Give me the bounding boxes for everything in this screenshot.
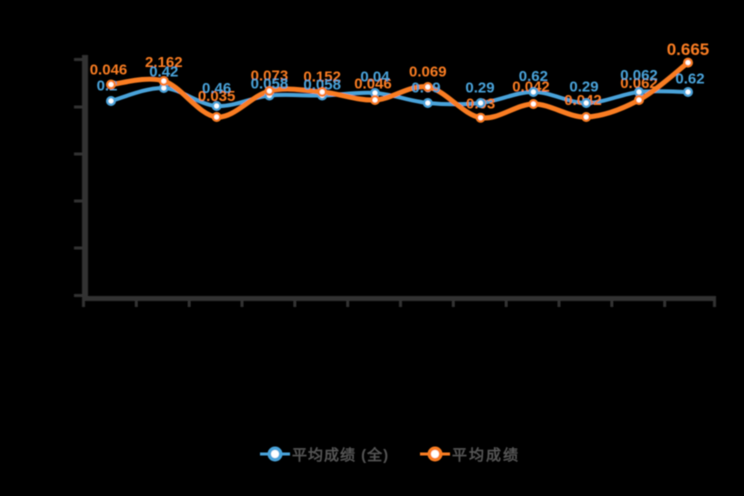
svg-text:平均成绩: 平均成绩 xyxy=(452,446,520,464)
svg-text:0.046: 0.046 xyxy=(90,62,128,79)
svg-text:0.062: 0.062 xyxy=(620,67,658,84)
svg-text:2.162: 2.162 xyxy=(145,54,183,71)
svg-text:0.073: 0.073 xyxy=(251,68,289,85)
svg-text:0.29: 0.29 xyxy=(465,80,494,97)
svg-text:0.062: 0.062 xyxy=(620,75,658,92)
svg-text:0.62: 0.62 xyxy=(519,68,548,85)
svg-text:0.069: 0.069 xyxy=(409,64,447,81)
svg-text:0.058: 0.058 xyxy=(303,77,341,94)
svg-text:0.46: 0.46 xyxy=(202,80,231,97)
svg-text:0.152: 0.152 xyxy=(303,69,341,86)
svg-text:0.665: 0.665 xyxy=(667,40,710,59)
svg-text:0.035: 0.035 xyxy=(198,88,236,105)
svg-text:平均成绩 (全): 平均成绩 (全) xyxy=(292,446,389,464)
svg-text:0.04: 0.04 xyxy=(360,69,390,86)
svg-text:0.29: 0.29 xyxy=(569,79,598,96)
svg-text:0.042: 0.042 xyxy=(512,79,550,96)
svg-text:0.62: 0.62 xyxy=(675,71,704,88)
svg-text:0.42: 0.42 xyxy=(149,64,178,81)
svg-text:0.046: 0.046 xyxy=(354,76,392,93)
svg-text:0.058: 0.058 xyxy=(251,76,289,93)
